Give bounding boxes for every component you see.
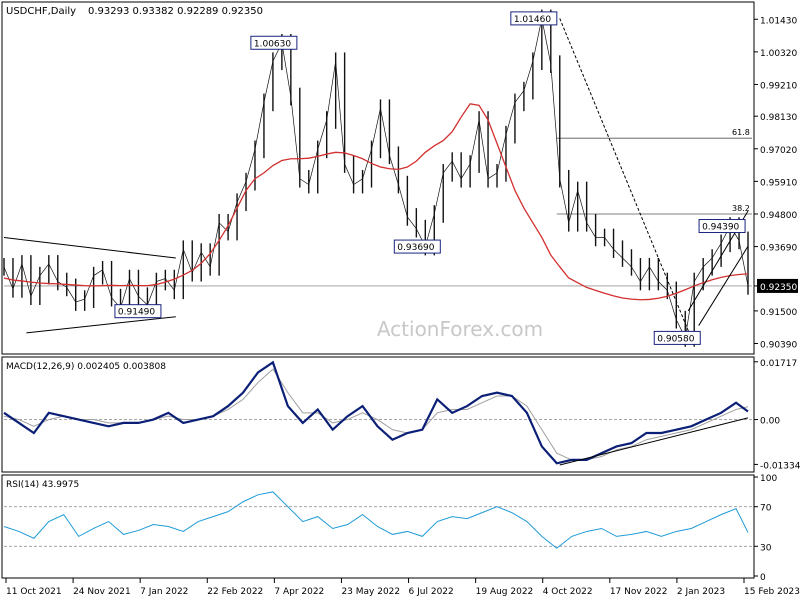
price-ytick-label: 0.90390 [760, 340, 797, 350]
price-annotation-box [250, 35, 298, 50]
x-tick-label: 24 Nov 2021 [73, 587, 131, 597]
price-ytick-label: 0.93690 [760, 244, 797, 254]
fib-level-label: 38.2 [732, 204, 750, 213]
price-annotation-box [698, 219, 746, 234]
price-pane: 1.01430 1.00320 0.99210 0.98130 0.97020 0.959… [3, 9, 798, 350]
price-annotation-box [393, 239, 441, 254]
rsi-ytick-label: 0 [760, 573, 766, 583]
rsi-ytick-label: 70 [760, 504, 772, 514]
price-annotation-label: 1.01460 [514, 15, 551, 25]
price-pane-frame [1, 1, 755, 355]
rsi-ytick-label: 30 [760, 543, 772, 553]
price-ytick-label: 0.94800 [760, 211, 797, 221]
price-annotation-label: 0.91490 [118, 308, 155, 318]
x-tick-label: 7 Apr 2022 [274, 587, 324, 597]
macd-main-line [3, 360, 749, 465]
x-tick-label: 6 Jul 2022 [409, 587, 454, 597]
price-ytick-label: 0.91500 [760, 308, 797, 318]
last-price-tag [757, 278, 798, 293]
macd-ytick-label: 0.01717 [760, 359, 797, 369]
macd-trendline [559, 417, 749, 466]
ohlc-readout: 0.93293 0.93382 0.92289 0.92350 [88, 6, 263, 17]
price-ytick-label: 0.95910 [760, 178, 797, 188]
chart-title: USDCHF,Daily [6, 6, 76, 17]
x-tick-label: 23 May 2022 [341, 587, 400, 597]
trendline-upper [3, 236, 176, 259]
macd-title: MACD(12,26,9) 0.002405 0.003808 [6, 362, 166, 372]
x-tick-label: 19 Aug 2022 [476, 587, 534, 597]
macd-ytick-label: -0.01334 [760, 461, 800, 471]
rsi-ytick-label: 100 [760, 474, 777, 484]
price-ytick-label: 0.98130 [760, 113, 797, 123]
channel-lower [698, 246, 749, 326]
price-annotation-box [510, 11, 558, 26]
x-tick-label: 2 Jan 2023 [677, 587, 725, 597]
last-price-label: 0.92350 [760, 283, 797, 293]
price-ytick-label: 0.97020 [760, 146, 797, 156]
x-tick-label: 4 Oct 2022 [543, 587, 593, 597]
price-annotation-box [653, 330, 701, 345]
dashed-trendline [559, 18, 692, 339]
macd-ytick-label: 0.00 [760, 417, 780, 427]
macd-pane: 0.01717 0.00 -0.01334 [3, 359, 800, 471]
price-ytick-label: 1.00320 [760, 49, 797, 59]
rsi-pane-frame [1, 474, 755, 579]
fib-level-label: 61.8 [732, 128, 750, 137]
x-tick-label: 17 Nov 2022 [610, 587, 668, 597]
x-tick-label: 7 Jan 2022 [140, 587, 188, 597]
rsi-pane: 100 70 30 0 [3, 474, 777, 583]
trendline-lower [26, 316, 176, 334]
x-tick-label: 22 Feb 2022 [207, 587, 263, 597]
moving-average-line [3, 103, 749, 301]
price-annotation-label: 0.90580 [657, 334, 694, 344]
price-series-line [3, 18, 749, 340]
price-annotation-label: 0.94390 [702, 223, 739, 233]
x-tick-label: 15 Feb 2023 [744, 587, 800, 597]
price-annotation-box [114, 304, 162, 319]
rsi-title: RSI(14) 43.9975 [6, 480, 79, 490]
x-axis: 11 Oct 2021 24 Nov 2021 7 Jan 2022 22 Feb 2… [5, 578, 800, 597]
price-annotation-label: 0.93690 [397, 243, 434, 253]
price-ytick-label: 1.01430 [760, 16, 797, 26]
price-annotation-label: 1.00630 [254, 39, 291, 49]
macd-pane-frame [1, 356, 755, 473]
x-tick-label: 11 Oct 2021 [6, 587, 62, 597]
watermark: ActionForex.com [377, 317, 543, 341]
price-ytick-label: 0.99210 [760, 81, 797, 91]
rsi-line [3, 491, 749, 549]
